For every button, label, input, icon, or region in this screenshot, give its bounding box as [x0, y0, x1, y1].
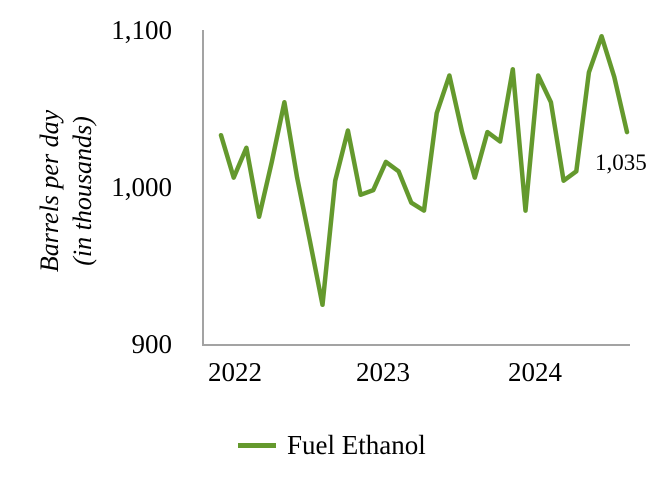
legend: Fuel Ethanol [238, 428, 426, 462]
y-axis-line [202, 30, 204, 346]
y-tick-900: 900 [131, 329, 173, 359]
x-axis-line [202, 344, 630, 346]
x-tick-2022: 2022 [208, 357, 262, 387]
fuel-ethanol-line-series [218, 34, 630, 308]
x-tick-2023: 2023 [356, 357, 410, 387]
legend-line-swatch [238, 442, 276, 448]
legend-label: Fuel Ethanol [287, 430, 426, 460]
y-tick-1000: 1,000 [111, 172, 172, 202]
last-point-data-label: 1,035 [595, 150, 647, 175]
x-tick-2024: 2024 [508, 357, 562, 387]
y-tick-1100: 1,100 [111, 15, 172, 45]
